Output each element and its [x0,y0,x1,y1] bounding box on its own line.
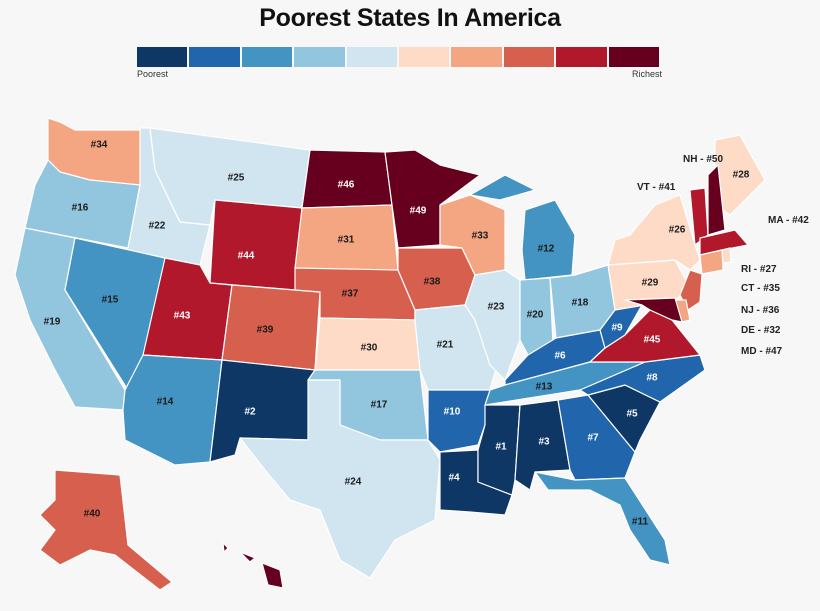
state-fl [534,471,671,566]
state-label-co: #39 [257,325,274,336]
state-label-mt: #25 [228,173,245,184]
state-label-wy: #44 [238,251,255,262]
state-label-nv: #15 [102,295,119,306]
state-label-nm: #2 [244,407,256,418]
state-label-oh: #18 [572,298,589,309]
callout-de: DE - #32 [741,325,781,336]
state-co [221,284,321,371]
state-md [624,297,683,323]
legend-high-label: Richest [631,69,662,79]
state-label-ny: #26 [669,225,686,236]
state-label-va: #45 [644,335,661,346]
callout-ct: CT - #35 [741,283,780,294]
state-label-ar: #10 [444,407,461,418]
state-label-ut: #43 [174,311,191,322]
state-label-ne: #37 [342,289,359,300]
state-ri [721,247,732,264]
state-label-nc: #8 [646,373,658,384]
callout-nj: NJ - #36 [741,305,780,316]
state-label-wi: #33 [472,231,489,242]
state-nh [707,164,726,236]
legend-swatch-2 [189,47,240,67]
legend-swatch-6 [399,47,450,67]
legend-swatch-8 [503,47,555,67]
state-ct [699,249,724,275]
state-label-tn: #13 [536,382,553,393]
legend-swatch-7 [451,47,502,67]
state-label-ms: #1 [495,442,507,453]
state-label-fl: #11 [632,517,649,528]
legend-swatch-10 [608,47,660,67]
state-label-mn: #49 [410,206,427,217]
page-title: Poorest States In America [259,4,561,32]
state-label-al: #3 [538,437,550,448]
state-ma [699,229,749,256]
legend-swatch-1 [137,47,188,67]
state-tx [239,379,441,579]
state-label-sd: #31 [338,235,355,246]
state-label-la: #4 [448,473,460,484]
state-label-ia: #38 [424,277,441,288]
state-hi [222,542,284,589]
callout-ma: MA - #42 [768,215,809,226]
state-label-tx: #24 [345,477,362,488]
state-label-wa: #34 [91,140,108,151]
state-label-or: #16 [72,203,89,214]
legend-swatch-4 [294,47,345,67]
state-label-id: #22 [149,221,166,232]
callout-md: MD - #47 [741,346,783,357]
state-ak [39,469,173,591]
state-label-mi: #12 [538,244,555,255]
state-ny [607,194,701,271]
state-label-me: #28 [733,170,750,181]
callout-nh: NH - #50 [683,154,724,165]
state-wy [209,199,303,291]
color-legend [137,47,660,67]
state-label-sc: #5 [626,409,638,420]
state-label-wv: #9 [611,323,623,334]
state-label-az: #14 [157,397,174,408]
state-label-ok: #17 [371,400,388,411]
state-label-ak: #40 [84,509,101,520]
state-label-nd: #46 [338,180,355,191]
callout-ri: RI - #27 [741,264,777,275]
state-label-ca: #19 [44,317,61,328]
state-label-mo: #21 [437,340,454,351]
state-label-ky: #6 [554,351,566,362]
state-label-pa: #29 [642,278,659,289]
legend-low-label: Poorest [137,69,169,79]
state-label-in: #20 [527,310,544,321]
state-label-il: #23 [488,302,505,313]
legend-swatch-5 [346,47,398,67]
callout-vt: VT - #41 [637,182,676,193]
state-label-ks: #30 [361,343,378,354]
legend-swatch-9 [556,47,607,67]
legend-swatch-3 [241,47,293,67]
state-label-ga: #7 [587,433,599,444]
state-az [122,354,223,466]
